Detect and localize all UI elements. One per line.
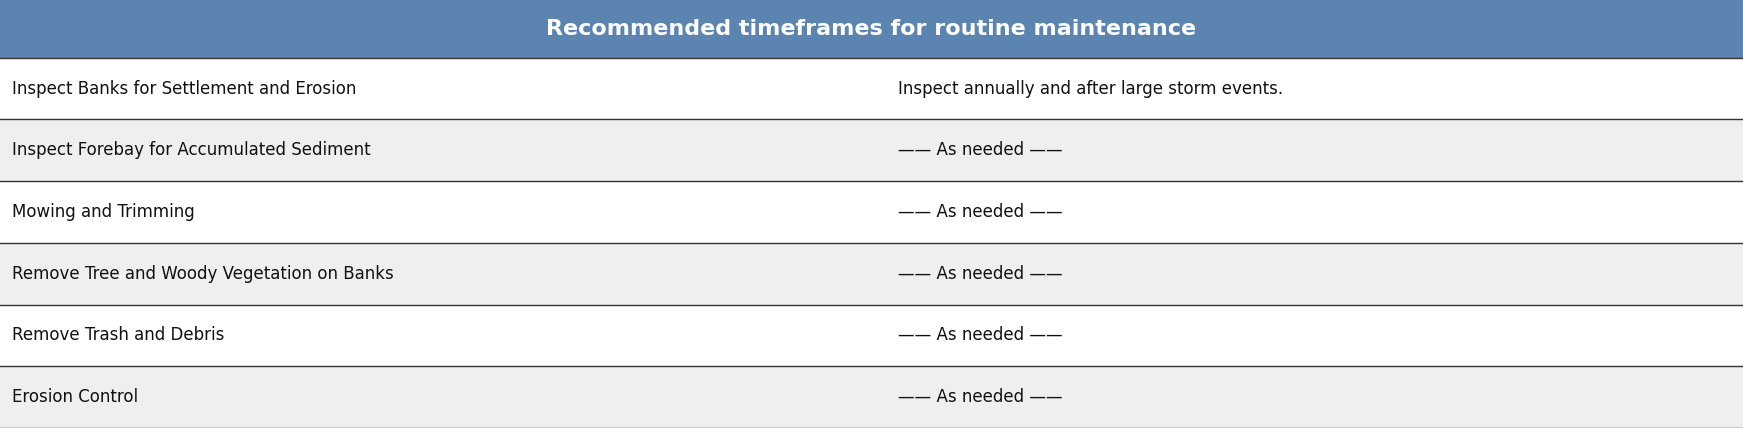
Bar xyxy=(0,366,1743,428)
Bar xyxy=(0,181,1743,243)
Text: Inspect annually and after large storm events.: Inspect annually and after large storm e… xyxy=(898,80,1283,98)
Text: Remove Tree and Woody Vegetation on Banks: Remove Tree and Woody Vegetation on Bank… xyxy=(12,265,394,283)
Text: —— As needed ——: —— As needed —— xyxy=(898,388,1061,406)
Text: —— As needed ——: —— As needed —— xyxy=(898,203,1061,221)
Text: —— As needed ——: —— As needed —— xyxy=(898,265,1061,283)
Text: Mowing and Trimming: Mowing and Trimming xyxy=(12,203,195,221)
Text: Erosion Control: Erosion Control xyxy=(12,388,138,406)
Bar xyxy=(0,305,1743,366)
Bar xyxy=(0,0,1743,58)
Text: —— As needed ——: —— As needed —— xyxy=(898,141,1061,159)
Text: —— As needed ——: —— As needed —— xyxy=(898,327,1061,345)
Bar xyxy=(0,119,1743,181)
Bar xyxy=(0,243,1743,305)
Text: Inspect Banks for Settlement and Erosion: Inspect Banks for Settlement and Erosion xyxy=(12,80,357,98)
Bar xyxy=(0,58,1743,119)
Text: Remove Trash and Debris: Remove Trash and Debris xyxy=(12,327,225,345)
Text: Recommended timeframes for routine maintenance: Recommended timeframes for routine maint… xyxy=(547,19,1196,39)
Text: Inspect Forebay for Accumulated Sediment: Inspect Forebay for Accumulated Sediment xyxy=(12,141,371,159)
